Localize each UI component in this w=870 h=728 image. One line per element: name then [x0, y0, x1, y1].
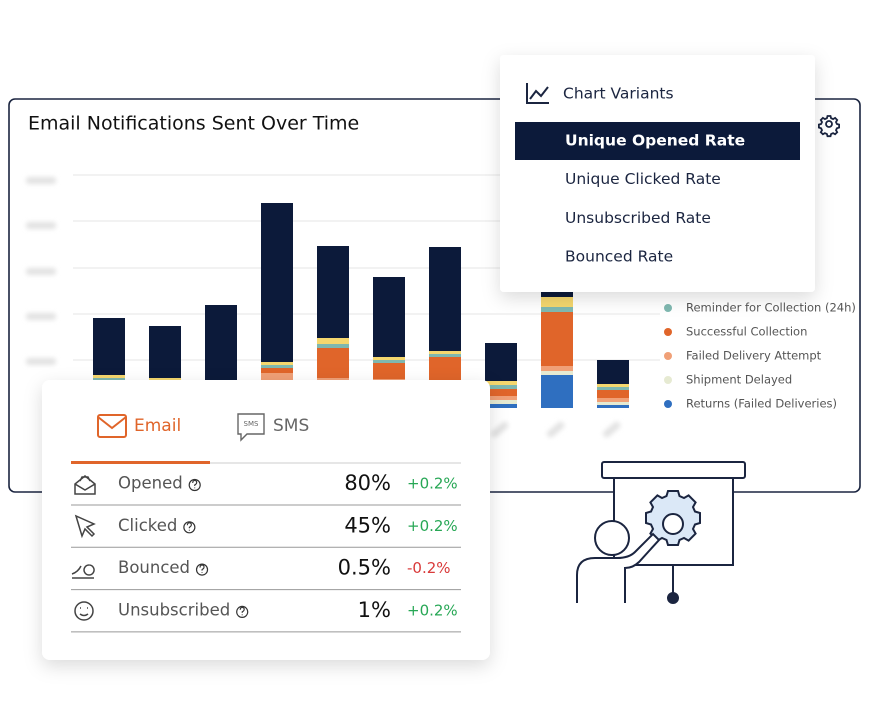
legend-swatch	[664, 328, 672, 336]
help-icon[interactable]	[236, 605, 249, 619]
bar-segment	[597, 398, 629, 402]
tab-icon-text: SMS	[244, 420, 259, 428]
bar-segment	[429, 354, 461, 357]
bar-segment	[93, 378, 125, 381]
bar-segment	[429, 247, 461, 351]
dropdown-panel	[500, 55, 815, 292]
legend-label: Successful Collection	[686, 325, 807, 339]
bar-segment	[261, 368, 293, 373]
bar-segment	[597, 387, 629, 390]
bar-segment	[541, 371, 573, 375]
legend-swatch	[664, 376, 672, 384]
metric-change: -0.2%	[407, 559, 451, 577]
legend-label: Returns (Failed Deliveries)	[686, 397, 837, 411]
sms-icon	[237, 413, 265, 442]
help-mark	[199, 564, 205, 573]
bar-segment	[149, 378, 181, 381]
bar-segment	[485, 400, 517, 404]
metric-value: 80%	[344, 471, 391, 495]
bar-segment	[317, 348, 349, 378]
metric-label: Bounced	[118, 558, 190, 577]
bar-segment	[597, 402, 629, 405]
legend-label: Shipment Delayed	[686, 373, 792, 387]
bar-segment	[261, 362, 293, 365]
metric-change: +0.2%	[407, 601, 458, 619]
metric-value: 0.5%	[338, 556, 391, 580]
tab-label[interactable]: Email	[134, 416, 181, 436]
dropdown-option[interactable]: Unique Opened Rate	[565, 132, 745, 150]
bar-segment	[317, 338, 349, 344]
blurred-axis	[26, 177, 621, 438]
metric-label: Opened	[118, 474, 183, 493]
metric-value: 45%	[344, 513, 391, 537]
bar-segment	[317, 344, 349, 348]
bar-segment	[541, 307, 573, 312]
stats-card: Email SMS SMS Opened 80% +0.2% Clicked 45% +0.2…	[42, 380, 490, 660]
line-chart-icon	[526, 83, 549, 104]
metric-label: Unsubscribed	[118, 600, 230, 619]
help-mark	[192, 479, 198, 489]
bar-segment	[597, 390, 629, 398]
metric-label: Clicked	[118, 516, 177, 535]
bar-segment	[373, 363, 405, 379]
bar-segment	[429, 351, 461, 354]
chart-variants-dropdown: Chart Variants Unique Opened Rate Unique …	[500, 55, 815, 292]
bar-segment	[373, 357, 405, 360]
tab-label[interactable]: SMS	[273, 416, 309, 436]
legend-swatch	[664, 400, 672, 408]
bar-segment	[541, 375, 573, 408]
email-icon	[97, 414, 127, 438]
bar-segment	[485, 343, 517, 381]
legend-label: Failed Delivery Attempt	[686, 349, 822, 363]
bar-segment	[597, 405, 629, 408]
bar-segment	[373, 360, 405, 363]
card-title: Email Notifications Sent Over Time	[28, 113, 359, 135]
bar-segment	[261, 365, 293, 368]
help-icon[interactable]	[188, 478, 201, 492]
help-icon[interactable]	[195, 563, 209, 576]
bar-segment	[149, 326, 181, 378]
bar-segment	[485, 396, 517, 400]
settings-icon[interactable]	[818, 115, 840, 138]
bar-segment	[485, 381, 517, 385]
bar-segment	[261, 203, 293, 362]
help-mark	[186, 522, 192, 531]
legend-swatch	[664, 304, 672, 312]
dropdown-option[interactable]: Bounced Rate	[565, 248, 673, 266]
legend-label: Reminder for Collection (24h)	[686, 301, 856, 315]
bar-segment	[541, 297, 573, 307]
bar-segment	[93, 375, 125, 378]
bar-segment	[597, 360, 629, 384]
bar-segment	[597, 384, 629, 387]
metric-value: 1%	[358, 598, 391, 622]
bar-segment	[373, 277, 405, 357]
dropdown-option[interactable]: Unsubscribed Rate	[565, 209, 711, 227]
bar-segment	[485, 385, 517, 389]
bar-segment	[541, 366, 573, 371]
bar-segment	[317, 246, 349, 338]
option-highlight	[515, 122, 800, 160]
metric-change: +0.2%	[407, 517, 458, 535]
dropdown-option[interactable]: Unique Clicked Rate	[565, 170, 721, 188]
presenter-illustration	[576, 461, 746, 604]
bar-segment	[205, 305, 237, 380]
bar-segment	[485, 404, 517, 408]
tab-underline	[71, 461, 210, 464]
bar-segment	[541, 312, 573, 366]
bar-segment	[485, 389, 517, 396]
bar-segment	[93, 318, 125, 375]
legend-swatch	[664, 352, 672, 360]
row-icons	[71, 475, 96, 621]
help-icon[interactable]	[183, 521, 196, 534]
help-mark	[239, 606, 245, 616]
metric-change: +0.2%	[407, 475, 458, 493]
dropdown-title: Chart Variants	[563, 85, 674, 103]
